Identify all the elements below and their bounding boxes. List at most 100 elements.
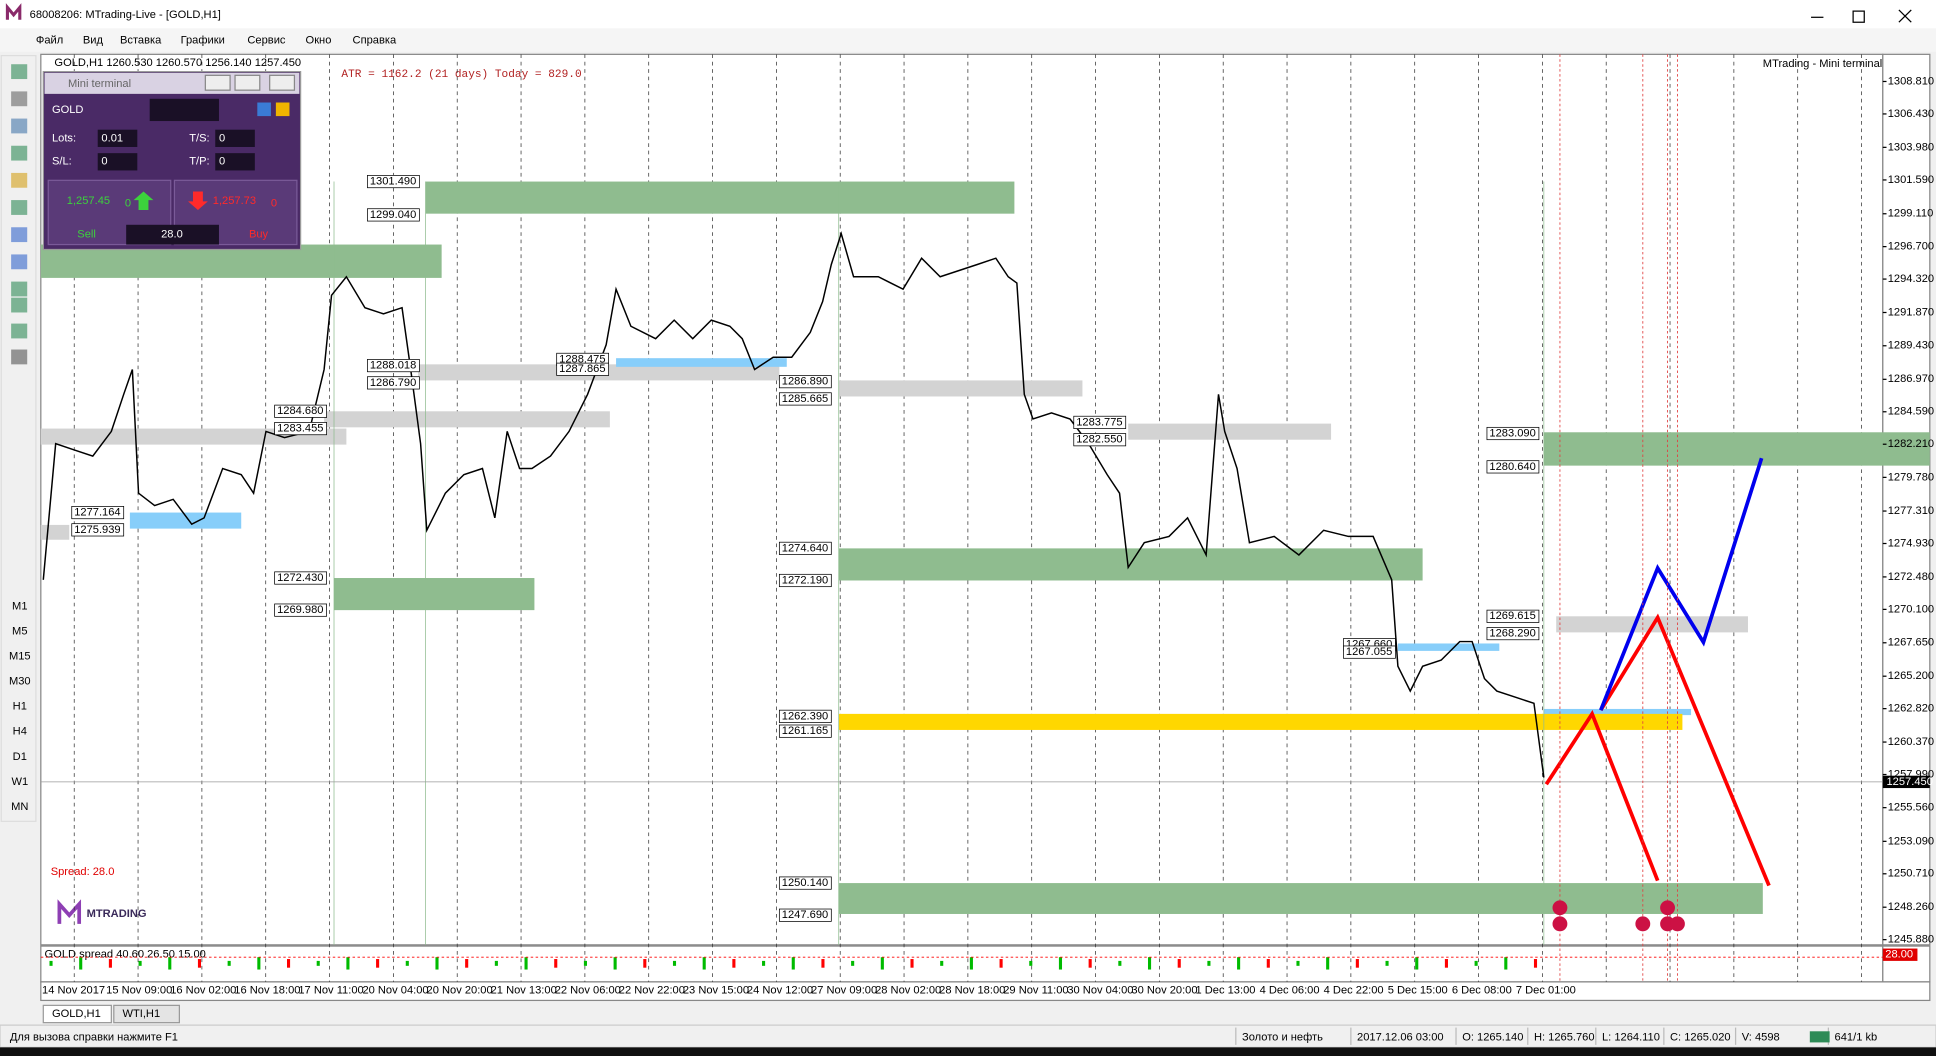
tool-icon[interactable]	[11, 145, 28, 161]
title-bar	[0, 0, 1936, 29]
level-label-box	[778, 375, 832, 389]
chart-tab[interactable]	[113, 1004, 180, 1024]
y-tick-label: 1296.700	[1888, 241, 1934, 253]
tool-icon[interactable]	[11, 349, 28, 365]
tool-icon[interactable]	[11, 323, 28, 339]
event-icon[interactable]	[1635, 916, 1651, 932]
menu-item[interactable]: Файл	[36, 35, 63, 47]
spread-bar	[1029, 960, 1033, 966]
level-label-box	[367, 376, 420, 390]
mini-window-button[interactable]	[234, 74, 261, 91]
level-label: 1286.790	[370, 377, 416, 389]
level-label: 1269.615	[1489, 610, 1535, 622]
timeframe-button[interactable]: W1	[11, 776, 28, 788]
tool-icon[interactable]	[11, 254, 28, 270]
spread-bar	[346, 957, 350, 970]
timeframe-button[interactable]: H1	[13, 701, 27, 713]
chart-tab[interactable]	[42, 1004, 112, 1024]
field-value: 0	[219, 132, 225, 144]
settings-button[interactable]	[257, 102, 271, 117]
level-label: 1286.890	[782, 376, 828, 388]
timeframe-button[interactable]: M1	[12, 600, 27, 612]
maximize-button[interactable]	[1852, 10, 1865, 23]
spread-bar	[316, 960, 320, 966]
menu-item[interactable]: Графики	[181, 35, 225, 47]
x-tick-label: 4 Dec 22:00	[1324, 984, 1384, 996]
timeframe-button[interactable]: M15	[9, 651, 31, 663]
y-tick-label: 1253.090	[1888, 835, 1934, 847]
tool-icon[interactable]	[11, 118, 28, 134]
input-field[interactable]	[97, 129, 138, 147]
level-label-box	[1486, 426, 1540, 441]
y-tick-label: 1248.260	[1888, 901, 1934, 913]
level-label: 1282.550	[1076, 434, 1122, 446]
y-tick-label: 1270.100	[1888, 603, 1934, 615]
timeframe-button[interactable]: MN	[11, 801, 28, 813]
spread-bar	[613, 957, 617, 970]
tool-icon[interactable]	[11, 91, 28, 107]
y-tick-label: 1257.990	[1888, 768, 1934, 780]
level-label-box	[556, 362, 610, 376]
menu-item[interactable]: Справка	[353, 35, 397, 47]
level-label-box	[778, 709, 832, 723]
close-button[interactable]	[1898, 9, 1912, 23]
spread-bar	[732, 959, 736, 968]
timeframe-button[interactable]: H4	[13, 726, 27, 738]
spread-bar	[435, 957, 439, 970]
status-text: Золото и нефть	[1242, 1031, 1323, 1043]
level-label: 1299.040	[370, 209, 416, 221]
status-text: O: 1265.140	[1462, 1031, 1523, 1043]
level-label: 1274.640	[782, 542, 828, 554]
level-label-box	[1343, 645, 1396, 659]
y-tick-label: 1265.200	[1888, 670, 1934, 682]
level-label-box	[367, 359, 420, 373]
tool-icon[interactable]	[11, 64, 28, 80]
event-icon[interactable]	[1552, 916, 1568, 932]
level-label: 1280.640	[1489, 461, 1535, 473]
spread-bar	[1474, 960, 1478, 966]
spread-bar	[1444, 959, 1448, 968]
spread-bar	[1058, 957, 1063, 970]
timeframe-button[interactable]: M30	[9, 676, 31, 688]
x-tick-label: 24 Nov 12:00	[747, 984, 813, 996]
y-tick-label: 1291.870	[1888, 306, 1934, 318]
menu-item[interactable]: Сервис	[247, 35, 286, 47]
timeframe-button[interactable]: M5	[12, 625, 27, 637]
input-field[interactable]	[215, 129, 255, 147]
panel-title: MTrading - Mini terminal	[1763, 58, 1882, 70]
tool-icon[interactable]	[11, 200, 28, 215]
level-label-box	[274, 404, 327, 418]
level-label-box	[778, 392, 832, 406]
level-label-box	[71, 523, 125, 537]
field-label: T/S:	[189, 132, 209, 144]
spread-bar	[791, 957, 795, 970]
mini-window-button[interactable]	[269, 74, 296, 91]
menu-item[interactable]: Вид	[83, 35, 104, 47]
event-icon[interactable]	[1552, 900, 1568, 916]
y-tick-label: 1286.970	[1888, 373, 1934, 385]
tool-icon[interactable]	[11, 281, 28, 297]
spread-bar	[1355, 959, 1359, 968]
level-label-box	[1486, 460, 1540, 474]
x-tick-label: 29 Nov 11:00	[1003, 984, 1068, 996]
info-button[interactable]	[275, 102, 290, 117]
tool-icon[interactable]	[11, 172, 28, 188]
event-icon[interactable]	[1660, 900, 1675, 916]
input-field[interactable]	[215, 153, 255, 171]
tool-icon[interactable]	[11, 227, 28, 243]
zone	[334, 578, 535, 611]
sell-suffix: 0	[125, 198, 131, 210]
level-label-box	[274, 422, 327, 436]
tool-icon[interactable]	[11, 297, 28, 313]
x-tick-label: 16 Nov 18:00	[234, 984, 300, 996]
menu-item[interactable]: Окно	[306, 35, 332, 47]
input-field[interactable]	[97, 153, 138, 171]
timeframe-button[interactable]: D1	[13, 751, 27, 763]
x-tick-label: 4 Dec 06:00	[1260, 984, 1320, 996]
menu-item[interactable]: Вставка	[120, 35, 162, 47]
mini-terminal: Mini terminal GOLD Lots: 0.01 T/S: 0 S/L: 0 T/P:…	[42, 71, 302, 251]
event-icon[interactable]	[1670, 916, 1685, 932]
spread-bar	[524, 957, 528, 970]
mini-window-button[interactable]	[204, 74, 231, 91]
